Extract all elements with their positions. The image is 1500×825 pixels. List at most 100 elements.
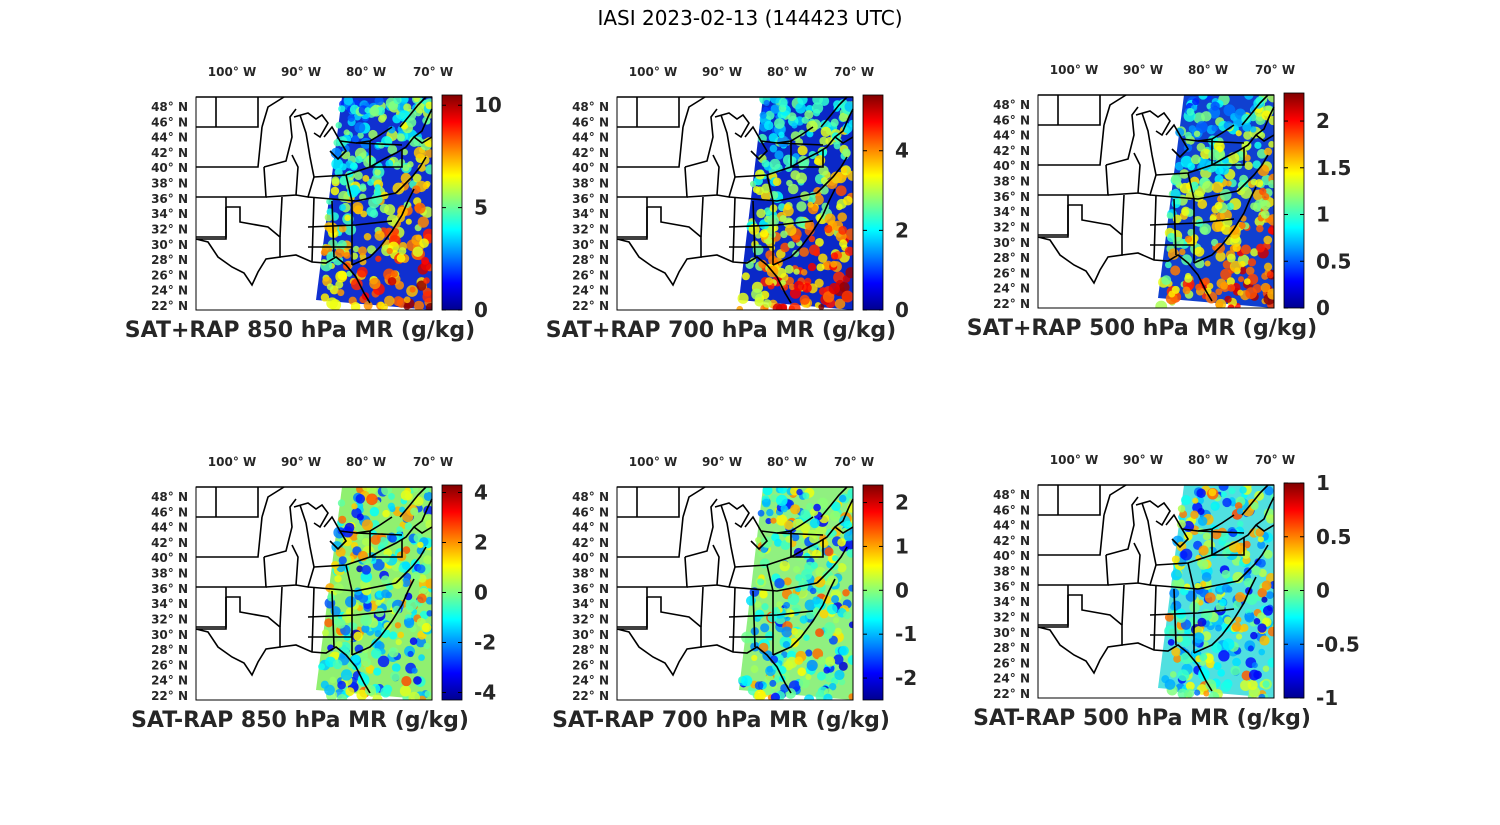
colorbar-tick-label: 0.5 bbox=[1316, 525, 1351, 549]
lat-tick-label: 22° N bbox=[572, 299, 609, 313]
lat-tick-label: 36° N bbox=[572, 582, 609, 596]
lat-tick-label: 24° N bbox=[993, 672, 1030, 686]
lon-tick-label: 100° W bbox=[1050, 453, 1098, 467]
lat-tick-label: 26° N bbox=[993, 266, 1030, 280]
lat-tick-label: 30° N bbox=[572, 238, 609, 252]
map-figure: 100° W 90° W 80° W 70° W 48° N46° N 44° N42° … bbox=[151, 65, 502, 322]
figure-title: IASI 2023-02-13 (144423 UTC) bbox=[597, 6, 903, 30]
lat-tick-label: 48° N bbox=[993, 488, 1030, 502]
colorbar-tick-label: 0 bbox=[895, 298, 909, 322]
panel-sat-rap-850-diff: 100° W 90° W 80° W 70° W 48° N 46° N 44° N 42° … bbox=[120, 450, 550, 770]
lat-tick-label: 22° N bbox=[993, 687, 1030, 701]
lat-tick-label: 28° N bbox=[572, 253, 609, 267]
lat-tick-label: 26° N bbox=[151, 268, 188, 282]
colorbar-tick-label: 2 bbox=[895, 491, 909, 515]
lat-tick-label: 34° N bbox=[993, 205, 1030, 219]
map-frame bbox=[616, 96, 854, 311]
lat-tick-label: 42° N bbox=[572, 146, 609, 160]
colorbar-tick-label: 2 bbox=[895, 218, 909, 242]
colorbar-tick-label: 5 bbox=[474, 196, 488, 220]
lat-tick-label: 28° N bbox=[572, 643, 609, 657]
colorbar-tick-label: 0 bbox=[474, 298, 488, 322]
lat-tick-label: 34° N bbox=[151, 597, 188, 611]
colorbar-tick-label: 10 bbox=[474, 93, 502, 117]
lon-tick-label: 80° W bbox=[767, 455, 807, 469]
lat-tick-label: 28° N bbox=[151, 643, 188, 657]
lat-tick-label: 24° N bbox=[993, 282, 1030, 296]
map-frame bbox=[616, 486, 854, 701]
lat-tick-label: 22° N bbox=[993, 297, 1030, 311]
lat-tick-label: 34° N bbox=[993, 595, 1030, 609]
colorbar-tick-label: 0.5 bbox=[1316, 249, 1351, 273]
lat-tick-label: 38° N bbox=[572, 177, 609, 191]
lon-tick-label: 70° W bbox=[834, 65, 874, 79]
colorbar-tick-label: -1 bbox=[1316, 686, 1338, 710]
colorbar-tick-label: -2 bbox=[895, 666, 917, 690]
lat-tick-label: 26° N bbox=[572, 658, 609, 672]
map-figure: 100° W 90° W 80° W 70° W 48° N46° N 44° N42° … bbox=[151, 455, 496, 705]
lat-tick-label: 38° N bbox=[993, 565, 1030, 579]
state-boundaries bbox=[616, 96, 854, 304]
map-frame bbox=[195, 96, 433, 311]
lat-tick-label: 32° N bbox=[572, 612, 609, 626]
panel-sat-rap-500-diff: 100° W 90° W 80° W 70° W 48° N 46° N 44° N 42° … bbox=[962, 448, 1392, 768]
colorbar-tick-label: -1 bbox=[895, 622, 917, 646]
colorbar-tick-label: 4 bbox=[474, 481, 488, 505]
lat-tick-label: 36° N bbox=[993, 190, 1030, 204]
lat-tick-label: 38° N bbox=[572, 567, 609, 581]
lat-tick-label: 42° N bbox=[151, 146, 188, 160]
panel-sat-rap-500-sum: 100° W 90° W 80° W 70° W 48° N 46° N 44° N 42° … bbox=[962, 58, 1392, 378]
lat-tick-label: 46° N bbox=[993, 503, 1030, 517]
lat-tick-label: 32° N bbox=[151, 612, 188, 626]
lat-tick-label: 26° N bbox=[572, 268, 609, 282]
lat-tick-label: 46° N bbox=[151, 115, 188, 129]
colorbar-tick-label: 0 bbox=[1316, 296, 1330, 320]
lat-tick-label: 22° N bbox=[572, 689, 609, 703]
lat-tick-label: 40° N bbox=[572, 161, 609, 175]
colorbar-tick-label: -4 bbox=[474, 681, 496, 705]
lat-tick-label: 30° N bbox=[993, 236, 1030, 250]
lat-tick-label: 42° N bbox=[993, 534, 1030, 548]
colorbar-tick-label: 1 bbox=[895, 534, 909, 558]
map-frame bbox=[1037, 94, 1275, 309]
lon-tick-label: 70° W bbox=[1255, 453, 1295, 467]
lat-tick-label: 40° N bbox=[572, 551, 609, 565]
lat-tick-label: 40° N bbox=[151, 161, 188, 175]
lat-tick-label: 24° N bbox=[151, 674, 188, 688]
lon-tick-label: 80° W bbox=[346, 65, 386, 79]
lat-tick-label: 30° N bbox=[151, 238, 188, 252]
lat-tick-label: 32° N bbox=[572, 222, 609, 236]
lat-tick-label: 24° N bbox=[572, 284, 609, 298]
subplot-title: SAT-RAP 850 hPa MR (g/kg) bbox=[131, 708, 469, 733]
lat-tick-label: 36° N bbox=[151, 192, 188, 206]
lat-tick-label: 22° N bbox=[151, 689, 188, 703]
subplot-title: SAT+RAP 850 hPa MR (g/kg) bbox=[124, 318, 476, 343]
lat-tick-label: 28° N bbox=[993, 641, 1030, 655]
lat-tick-label: 30° N bbox=[151, 628, 188, 642]
lat-tick-label: 34° N bbox=[572, 597, 609, 611]
lat-tick-label: 34° N bbox=[572, 207, 609, 221]
lat-tick-label: 36° N bbox=[151, 582, 188, 596]
lat-tick-label: 40° N bbox=[993, 549, 1030, 563]
colorbar-tick-label: 2 bbox=[474, 531, 488, 555]
map-figure: 100° W 90° W 80° W 70° W 48° N46° N 44° N42° … bbox=[572, 65, 909, 322]
lat-tick-label: 36° N bbox=[572, 192, 609, 206]
lat-tick-label: 42° N bbox=[993, 144, 1030, 158]
lat-tick-label: 24° N bbox=[572, 674, 609, 688]
lat-tick-label: 30° N bbox=[993, 626, 1030, 640]
lat-tick-label: 42° N bbox=[151, 536, 188, 550]
lat-tick-label: 44° N bbox=[572, 131, 609, 145]
lat-tick-label: 48° N bbox=[572, 100, 609, 114]
lon-tick-label: 70° W bbox=[1255, 63, 1295, 77]
lon-tick-label: 70° W bbox=[413, 65, 453, 79]
lat-tick-label: 38° N bbox=[993, 175, 1030, 189]
lat-tick-label: 32° N bbox=[993, 610, 1030, 624]
lat-tick-label: 48° N bbox=[993, 98, 1030, 112]
lon-tick-label: 100° W bbox=[629, 455, 677, 469]
lon-tick-label: 90° W bbox=[702, 65, 742, 79]
map-frame bbox=[1037, 484, 1275, 699]
colorbar bbox=[1283, 92, 1305, 309]
colorbar bbox=[441, 94, 463, 311]
colorbar-tick-label: -2 bbox=[474, 631, 496, 655]
state-boundaries bbox=[1037, 94, 1275, 302]
